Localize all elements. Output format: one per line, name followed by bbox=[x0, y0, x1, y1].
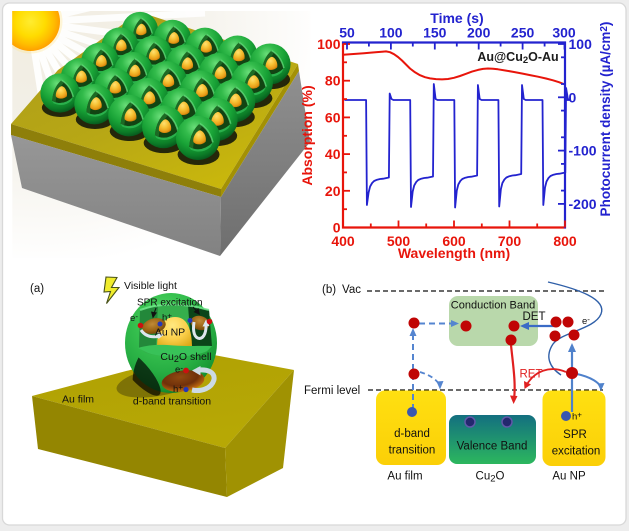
svg-text:Conduction Band: Conduction Band bbox=[451, 300, 535, 312]
svg-text:700: 700 bbox=[498, 233, 522, 249]
svg-text:0: 0 bbox=[569, 89, 577, 105]
svg-text:Visible light: Visible light bbox=[124, 280, 177, 292]
svg-text:Au NP: Au NP bbox=[552, 471, 586, 483]
svg-text:Au@Cu2O-Au: Au@Cu2O-Au bbox=[477, 50, 558, 66]
svg-text:h+: h+ bbox=[572, 410, 582, 422]
svg-text:e-: e- bbox=[175, 363, 183, 375]
svg-text:600: 600 bbox=[442, 233, 466, 249]
svg-text:800: 800 bbox=[553, 233, 577, 249]
svg-text:Au film: Au film bbox=[62, 394, 94, 406]
svg-text:SPR excitation: SPR excitation bbox=[137, 298, 203, 309]
svg-text:SPR: SPR bbox=[563, 429, 587, 441]
svg-text:100: 100 bbox=[317, 36, 341, 52]
svg-text:60: 60 bbox=[325, 109, 341, 125]
svg-text:Cu2O: Cu2O bbox=[476, 471, 505, 485]
svg-text:excitation: excitation bbox=[552, 446, 601, 458]
svg-text:Wavelength (nm): Wavelength (nm) bbox=[398, 245, 510, 261]
svg-text:(b): (b) bbox=[322, 284, 336, 296]
svg-text:20: 20 bbox=[325, 183, 341, 199]
svg-text:40: 40 bbox=[325, 146, 341, 162]
svg-text:e-: e- bbox=[130, 312, 138, 324]
svg-text:100: 100 bbox=[569, 36, 593, 52]
svg-text:100: 100 bbox=[379, 25, 403, 41]
svg-text:250: 250 bbox=[511, 25, 535, 41]
svg-text:Au film: Au film bbox=[387, 471, 422, 483]
svg-text:d-band transition: d-band transition bbox=[133, 396, 211, 408]
svg-text:Photocurrent density (µA/cm2): Photocurrent density (µA/cm2) bbox=[598, 22, 613, 217]
svg-text:500: 500 bbox=[387, 233, 411, 249]
svg-text:h+: h+ bbox=[162, 311, 172, 323]
svg-text:Vac: Vac bbox=[342, 284, 361, 296]
svg-text:Au NP: Au NP bbox=[155, 327, 185, 339]
svg-text:Absorption (%): Absorption (%) bbox=[299, 85, 315, 185]
svg-text:300: 300 bbox=[552, 25, 576, 41]
svg-text:h+: h+ bbox=[173, 383, 183, 395]
svg-text:80: 80 bbox=[325, 73, 341, 89]
svg-text:(a): (a) bbox=[30, 283, 44, 295]
svg-text:RET: RET bbox=[520, 369, 543, 381]
svg-text:Valence Band: Valence Band bbox=[457, 441, 528, 453]
svg-text:Cu2O shell: Cu2O shell bbox=[160, 351, 211, 364]
svg-text:Time (s): Time (s) bbox=[430, 10, 483, 26]
svg-text:-200: -200 bbox=[569, 196, 597, 212]
svg-text:d-band: d-band bbox=[394, 428, 430, 440]
svg-text:-100: -100 bbox=[569, 143, 597, 159]
svg-text:50: 50 bbox=[339, 25, 355, 41]
svg-text:e-: e- bbox=[582, 315, 590, 327]
svg-text:0: 0 bbox=[333, 220, 341, 236]
svg-text:150: 150 bbox=[423, 25, 447, 41]
svg-text:400: 400 bbox=[331, 233, 355, 249]
svg-text:Fermi level: Fermi level bbox=[304, 385, 360, 397]
svg-text:200: 200 bbox=[467, 25, 491, 41]
svg-text:transition: transition bbox=[389, 445, 436, 457]
svg-text:DET: DET bbox=[523, 311, 546, 323]
